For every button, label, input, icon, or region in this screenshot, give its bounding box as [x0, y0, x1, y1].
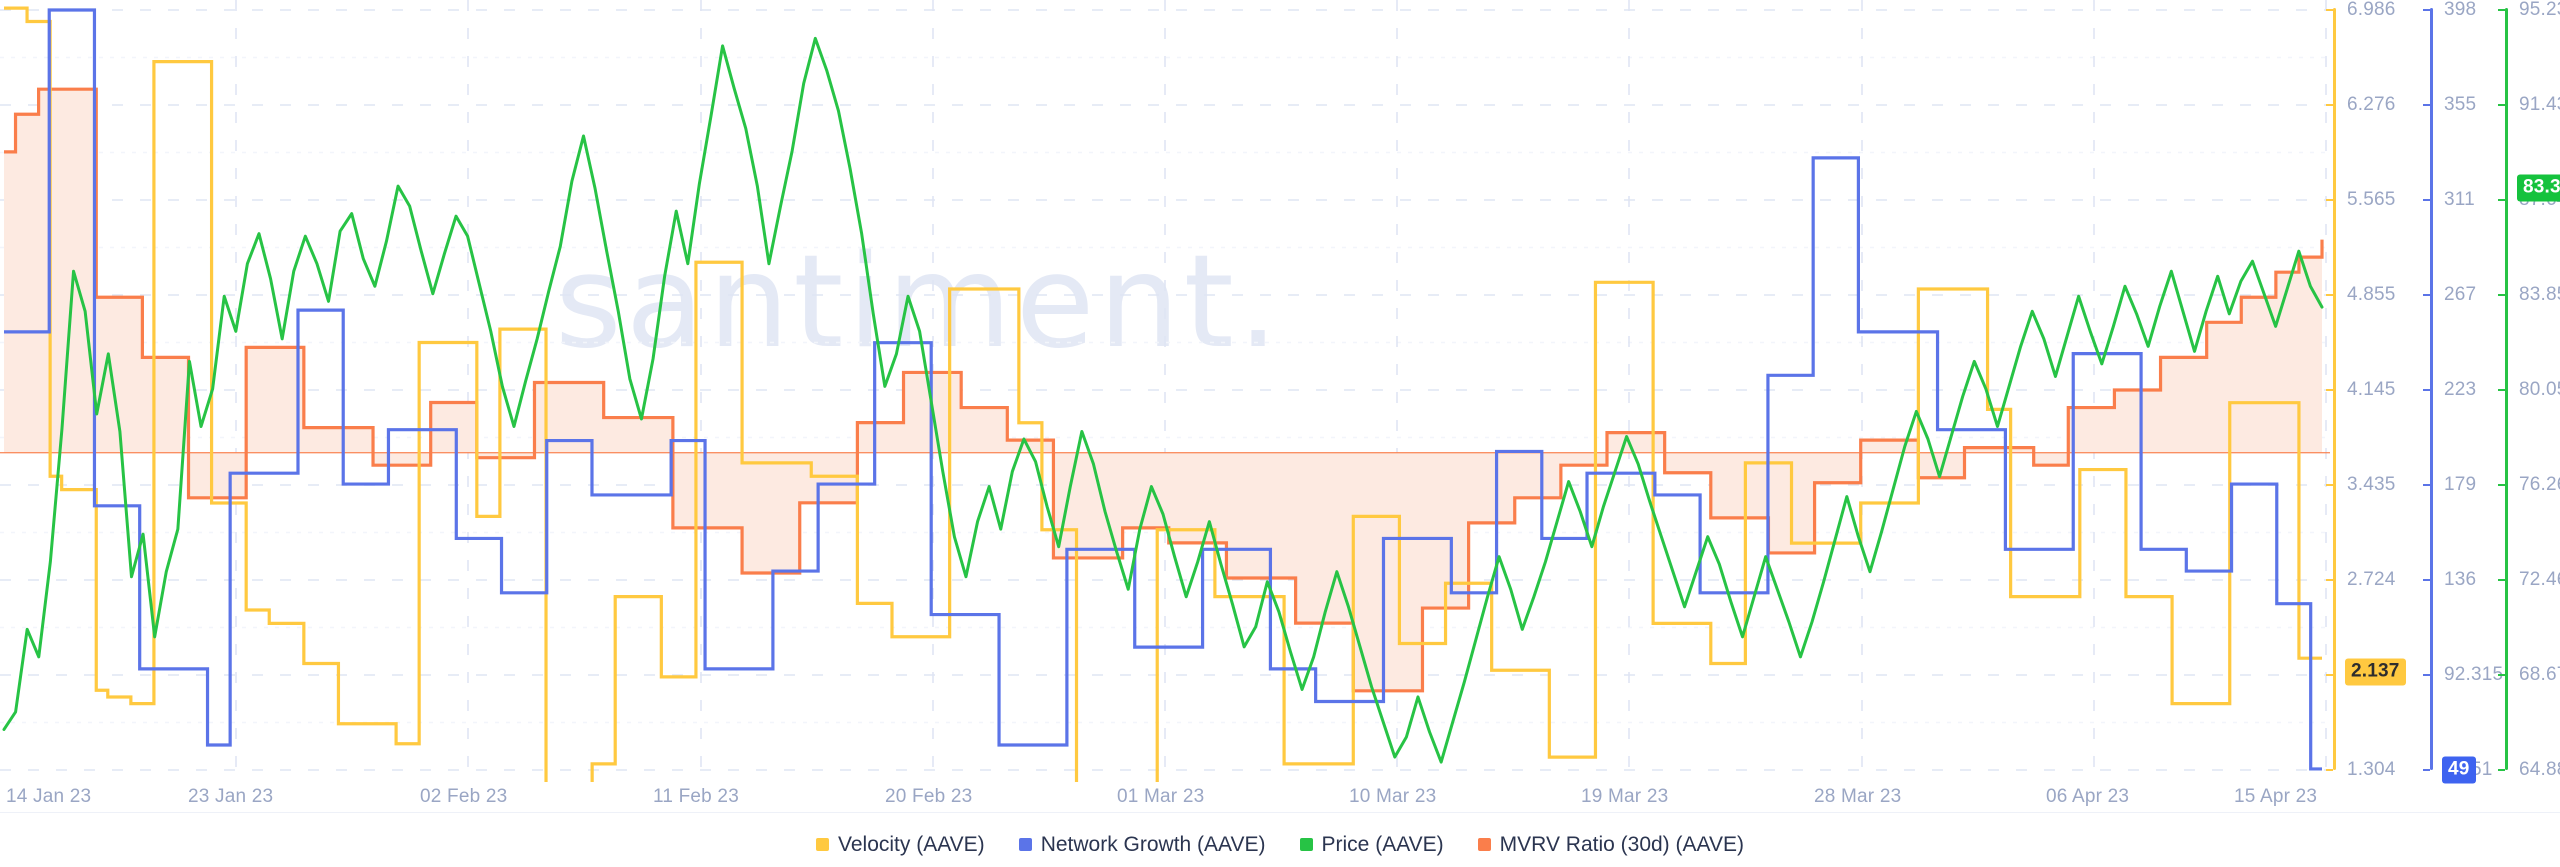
y-tick-price: 80.057 [2519, 379, 2560, 400]
series-network-growth [4, 8, 2322, 771]
y-tickmark-price [2498, 199, 2505, 201]
y-tickmark-price [2498, 674, 2505, 676]
current-value-badge-network_growth[interactable]: 49 [2442, 756, 2476, 784]
y-tickmark-price [2498, 294, 2505, 296]
legend-swatch-icon [1477, 838, 1491, 851]
y-tickmark-velocity [2326, 294, 2333, 296]
y-tickmark-network_growth [2423, 199, 2430, 201]
y-tickmark-velocity [2326, 199, 2333, 201]
x-tick-label: 23 Jan 23 [188, 786, 274, 807]
y-tick-velocity: 1.304 [2347, 759, 2396, 780]
x-tick-label: 15 Apr 23 [2234, 786, 2318, 807]
current-value-badge-velocity[interactable]: 2.137 [2345, 658, 2406, 686]
y-tick-price: 72.469 [2519, 569, 2560, 590]
y-tickmark-velocity [2326, 9, 2333, 11]
y-axis-price-spine [2505, 8, 2508, 770]
y-tickmark-velocity [2326, 579, 2333, 581]
y-tickmark-network_growth [2423, 9, 2430, 11]
y-tickmark-price [2498, 579, 2505, 581]
y-tick-network_growth: 179 [2444, 474, 2477, 495]
x-tick-label: 28 Mar 23 [1814, 786, 1902, 807]
y-tick-network_growth: 398 [2444, 0, 2477, 20]
legend-price[interactable]: Price (AAVE) [1299, 832, 1444, 857]
x-tick-label: 10 Mar 23 [1349, 786, 1437, 807]
chart-canvas [0, 0, 2330, 782]
y-tickmark-network_growth [2423, 104, 2430, 106]
y-tickmark-velocity [2326, 104, 2333, 106]
y-tick-network_growth: 311 [2444, 189, 2475, 210]
y-tickmark-price [2498, 389, 2505, 391]
y-tickmark-velocity [2326, 674, 2333, 676]
x-tick-label: 20 Feb 23 [885, 786, 973, 807]
y-tick-price: 95.232 [2519, 0, 2560, 20]
y-tickmark-price [2498, 769, 2505, 771]
series-mvrv [0, 87, 2330, 693]
y-tickmark-price [2498, 104, 2505, 106]
y-tickmark-price [2498, 484, 2505, 486]
y-tick-price: 64.882 [2519, 759, 2560, 780]
y-axis-velocity-spine [2333, 8, 2336, 770]
plot-area[interactable]: santiment. [0, 0, 2330, 782]
y-tick-network_growth: 136 [2444, 569, 2477, 590]
y-tickmark-velocity [2326, 389, 2333, 391]
y-tickmark-network_growth [2423, 484, 2430, 486]
x-axis-rule [0, 812, 2560, 813]
y-tick-velocity: 3.435 [2347, 474, 2396, 495]
x-tick-label: 14 Jan 23 [6, 786, 92, 807]
y-tick-network_growth: 267 [2444, 284, 2477, 305]
x-tick-label: 02 Feb 23 [420, 786, 508, 807]
legend-label: Price (AAVE) [1321, 832, 1444, 856]
x-axis: 14 Jan 23 23 Jan 23 02 Feb 23 11 Feb 23 20 F… [0, 782, 2560, 822]
y-tick-velocity: 6.276 [2347, 94, 2396, 115]
series-velocity [4, 6, 2322, 782]
y-tick-price: 76.263 [2519, 474, 2560, 495]
y-tick-velocity: 4.145 [2347, 379, 2396, 400]
legend: Velocity (AAVE) Network Growth (AAVE) Pric… [0, 822, 2560, 867]
y-tickmark-network_growth [2423, 769, 2430, 771]
y-tickmark-velocity [2326, 769, 2333, 771]
series-price [2, 36, 2324, 764]
y-tick-price: 68.676 [2519, 664, 2560, 685]
y-tickmark-network_growth [2423, 294, 2430, 296]
y-tick-price: 83.851 [2519, 284, 2560, 305]
legend-swatch-icon [1299, 838, 1313, 851]
x-tick-label: 01 Mar 23 [1117, 786, 1205, 807]
current-value-badge-price[interactable]: 83.367 [2517, 174, 2560, 202]
legend-label: MVRV Ratio (30d) (AAVE) [1499, 832, 1744, 856]
y-axis-network-growth-spine [2430, 8, 2433, 770]
y-tickmark-network_growth [2423, 389, 2430, 391]
y-tickmark-price [2498, 9, 2505, 11]
y-tick-velocity: 5.565 [2347, 189, 2396, 210]
gridlines [0, 0, 2330, 774]
legend-swatch-icon [816, 838, 830, 851]
y-tick-velocity: 4.855 [2347, 284, 2396, 305]
y-tick-velocity: 2.724 [2347, 569, 2396, 590]
legend-velocity[interactable]: Velocity (AAVE) [816, 833, 985, 857]
x-tick-label: 06 Apr 23 [2046, 786, 2130, 807]
legend-label: Velocity (AAVE) [838, 832, 985, 856]
legend-label: Network Growth (AAVE) [1040, 832, 1266, 856]
y-tickmark-network_growth [2423, 579, 2430, 581]
legend-mvrv[interactable]: MVRV Ratio (30d) (AAVE) [1477, 832, 1744, 857]
x-tick-label: 11 Feb 23 [653, 786, 739, 807]
y-tick-network_growth: 355 [2444, 94, 2477, 115]
legend-swatch-icon [1018, 838, 1032, 851]
legend-network-growth[interactable]: Network Growth (AAVE) [1018, 832, 1266, 857]
y-tick-velocity: 6.986 [2347, 0, 2396, 20]
y-tickmark-network_growth [2423, 674, 2430, 676]
y-tickmark-velocity [2326, 484, 2333, 486]
watermark: santiment. [555, 228, 1283, 377]
y-tick-network_growth: 223 [2444, 379, 2477, 400]
y-tick-network_growth: 92.315 [2444, 664, 2504, 685]
x-tick-label: 19 Mar 23 [1581, 786, 1669, 807]
y-tick-price: 91.439 [2519, 94, 2560, 115]
